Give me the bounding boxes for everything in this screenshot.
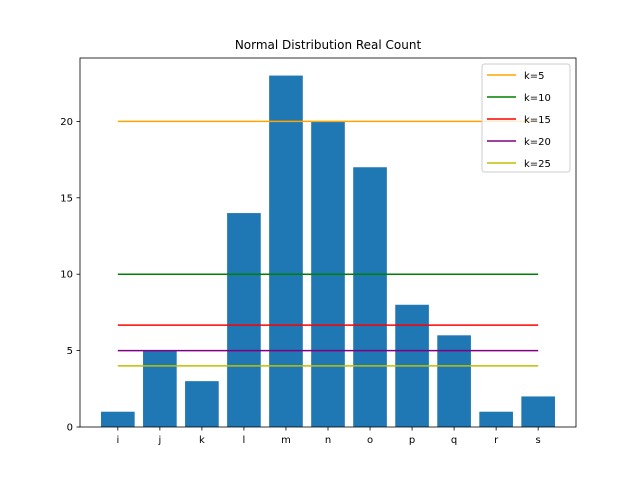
bar-j [143, 350, 177, 427]
x-tick-label-p: p [409, 435, 415, 446]
y-tick-label-0: 0 [67, 423, 73, 434]
y-tick-label-10: 10 [60, 270, 73, 281]
legend-label: k=15 [524, 115, 551, 126]
bar-l [227, 213, 261, 427]
y-axis-ticks: 0 5 10 15 20 [60, 117, 80, 434]
chart-title: Normal Distribution Real Count [235, 38, 422, 52]
x-tick-label-o: o [367, 435, 373, 446]
bar-i [101, 411, 135, 427]
legend-box [481, 63, 571, 173]
x-tick-label-r: r [494, 435, 499, 446]
bar-m [269, 75, 303, 428]
y-tick-label-20: 20 [60, 117, 73, 128]
reference-lines-group [117, 120, 539, 367]
x-tick-label-q: q [451, 435, 457, 446]
x-tick-label-k: k [199, 435, 205, 446]
legend: k=5 k=10 k=15 k=20 k=25 [481, 63, 571, 173]
y-tick-label-15: 15 [60, 193, 73, 204]
bar-s [521, 396, 555, 427]
x-tick-label-i: i [116, 435, 119, 446]
x-tick-label-m: m [281, 435, 291, 446]
legend-label: k=20 [524, 137, 551, 148]
legend-label: k=5 [524, 71, 545, 82]
legend-label: k=25 [524, 159, 551, 170]
y-tick-label-5: 5 [67, 346, 73, 357]
x-axis-ticks: i j k l m n o p q r s [116, 427, 541, 446]
legend-label: k=10 [524, 93, 551, 104]
bar-o [353, 167, 387, 427]
bar-r [479, 411, 513, 427]
x-tick-label-l: l [243, 435, 246, 446]
x-tick-label-n: n [325, 435, 331, 446]
x-tick-label-j: j [157, 435, 161, 446]
bar-q [437, 335, 471, 427]
bar-k [185, 381, 219, 427]
x-tick-label-s: s [536, 435, 541, 446]
